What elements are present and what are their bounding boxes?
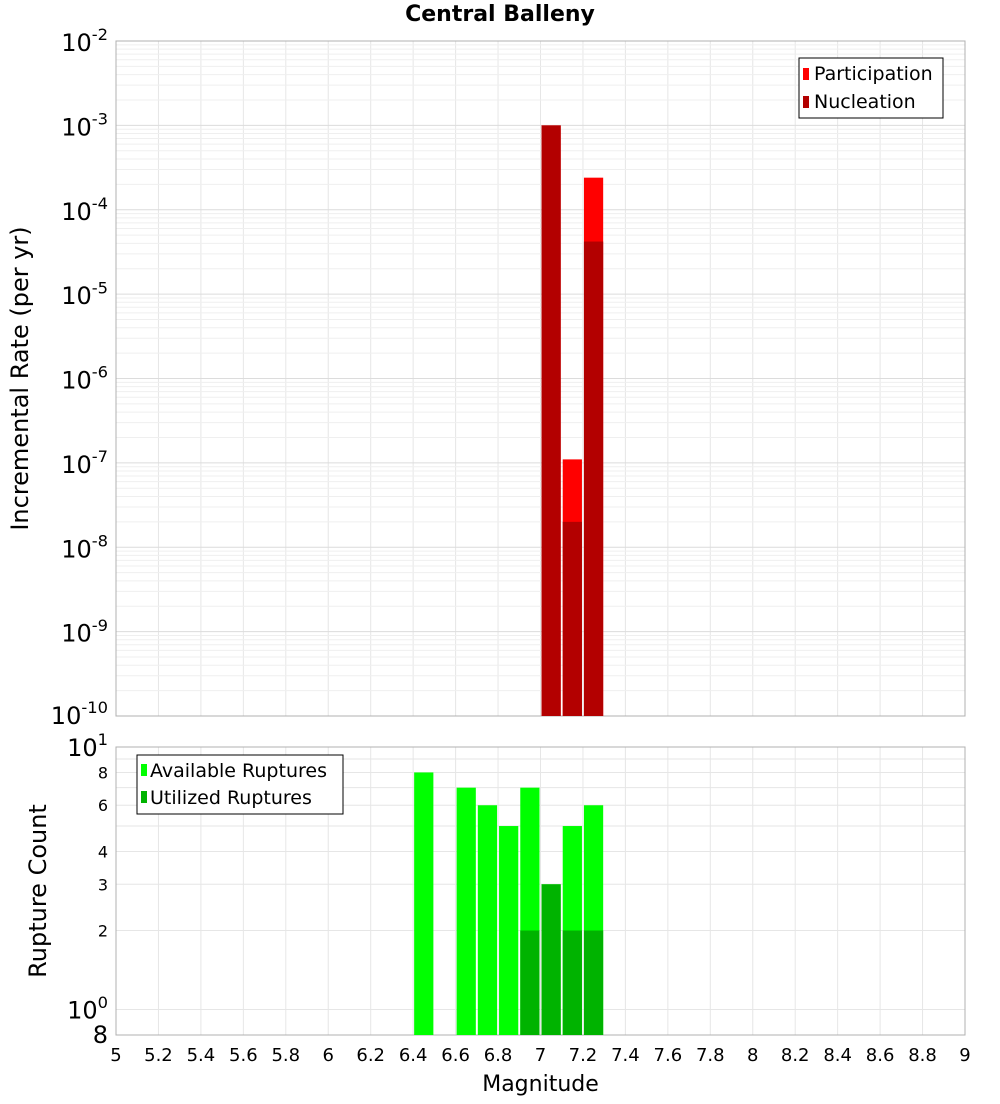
top-y-tick-label: 10-7: [61, 447, 108, 479]
x-tick-label: 7.2: [569, 1045, 598, 1066]
x-tick-label: 8.8: [908, 1045, 937, 1066]
utilized-ruptures-bar: [562, 930, 582, 1035]
top-y-tick-label: 10-10: [51, 698, 108, 730]
available-ruptures-legend-swatch: [141, 764, 147, 776]
bottom-y-tick-label: 4: [98, 842, 108, 861]
top-y-tick-label: 10-5: [61, 278, 108, 310]
top-legend-box: [798, 57, 944, 119]
bottom-y-tick-label: 8: [93, 1021, 108, 1049]
bottom-y-tick-label: 2: [98, 922, 108, 941]
participation-legend-swatch: [803, 68, 809, 80]
chart-title: Central Balleny: [405, 2, 595, 27]
x-tick-label: 5.8: [271, 1045, 300, 1066]
x-tick-label: 5: [110, 1045, 121, 1066]
x-tick-label: 8: [747, 1045, 758, 1066]
x-tick-label: 5.2: [144, 1045, 173, 1066]
top-y-axis-label: Incremental Rate (per yr): [6, 226, 34, 530]
top-y-tick-label: 10-6: [61, 363, 108, 395]
participation-legend-label: Participation: [814, 63, 933, 85]
top-y-tick-label: 10-9: [61, 616, 108, 648]
top-y-tick-label: 10-8: [61, 531, 108, 563]
bottom-y-tick-label: 6: [98, 796, 108, 815]
x-tick-label: 6.8: [484, 1045, 513, 1066]
nucleation-bar: [583, 241, 604, 717]
x-tick-label: 7.4: [611, 1045, 640, 1066]
available-ruptures-bar: [456, 787, 476, 1035]
x-axis-label: Magnitude: [482, 1072, 599, 1097]
x-tick-label: 7.6: [654, 1045, 683, 1066]
available-ruptures-bar: [414, 772, 434, 1035]
x-tick-label: 6.4: [399, 1045, 428, 1066]
available-ruptures-bar: [477, 805, 498, 1035]
x-tick-label: 6: [323, 1045, 334, 1066]
top-plot-frame: [115, 40, 966, 717]
nucleation-legend-swatch: [803, 96, 809, 108]
top-y-tick-label: 10-2: [61, 25, 108, 57]
utilized-ruptures-bar: [583, 930, 604, 1035]
x-tick-label: 5.6: [229, 1045, 258, 1066]
x-tick-label: 8.6: [866, 1045, 895, 1066]
bottom-legend-box: [136, 754, 344, 815]
top-legend: Participation Nucleation: [798, 57, 944, 119]
x-tick-label: 7.8: [696, 1045, 725, 1066]
bottom-y-tick-label: 100: [67, 993, 108, 1025]
x-tick-label: 7: [535, 1045, 546, 1066]
bottom-y-axis-label: Rupture Count: [24, 804, 52, 978]
nucleation-legend-label: Nucleation: [814, 91, 916, 113]
top-y-tick-label: 10-3: [61, 110, 108, 142]
available-ruptures-bar: [499, 826, 519, 1035]
top-y-tick-label: 10-4: [61, 194, 108, 226]
x-tick-label: 8.2: [781, 1045, 810, 1066]
available-ruptures-legend-label: Available Ruptures: [150, 760, 327, 782]
utilized-ruptures-bar: [520, 930, 540, 1035]
utilized-ruptures-legend-swatch: [141, 791, 147, 803]
x-tick-label: 9: [959, 1045, 970, 1066]
nucleation-bar: [562, 521, 582, 716]
bottom-y-tick-label: 101: [67, 730, 108, 762]
x-tick-label: 8.4: [823, 1045, 852, 1066]
x-tick-label: 5.4: [187, 1045, 216, 1066]
bottom-plot-frame: [115, 746, 966, 1036]
utilized-ruptures-bar: [541, 884, 561, 1035]
bottom-y-tick-label: 3: [98, 875, 108, 894]
x-tick-label: 6.6: [441, 1045, 470, 1066]
nucleation-bar: [541, 125, 561, 716]
bottom-y-tick-label: 8: [98, 763, 108, 782]
bottom-legend: Available Ruptures Utilized Ruptures: [136, 754, 344, 815]
x-tick-label: 6.2: [356, 1045, 385, 1066]
utilized-ruptures-legend-label: Utilized Ruptures: [150, 787, 312, 809]
